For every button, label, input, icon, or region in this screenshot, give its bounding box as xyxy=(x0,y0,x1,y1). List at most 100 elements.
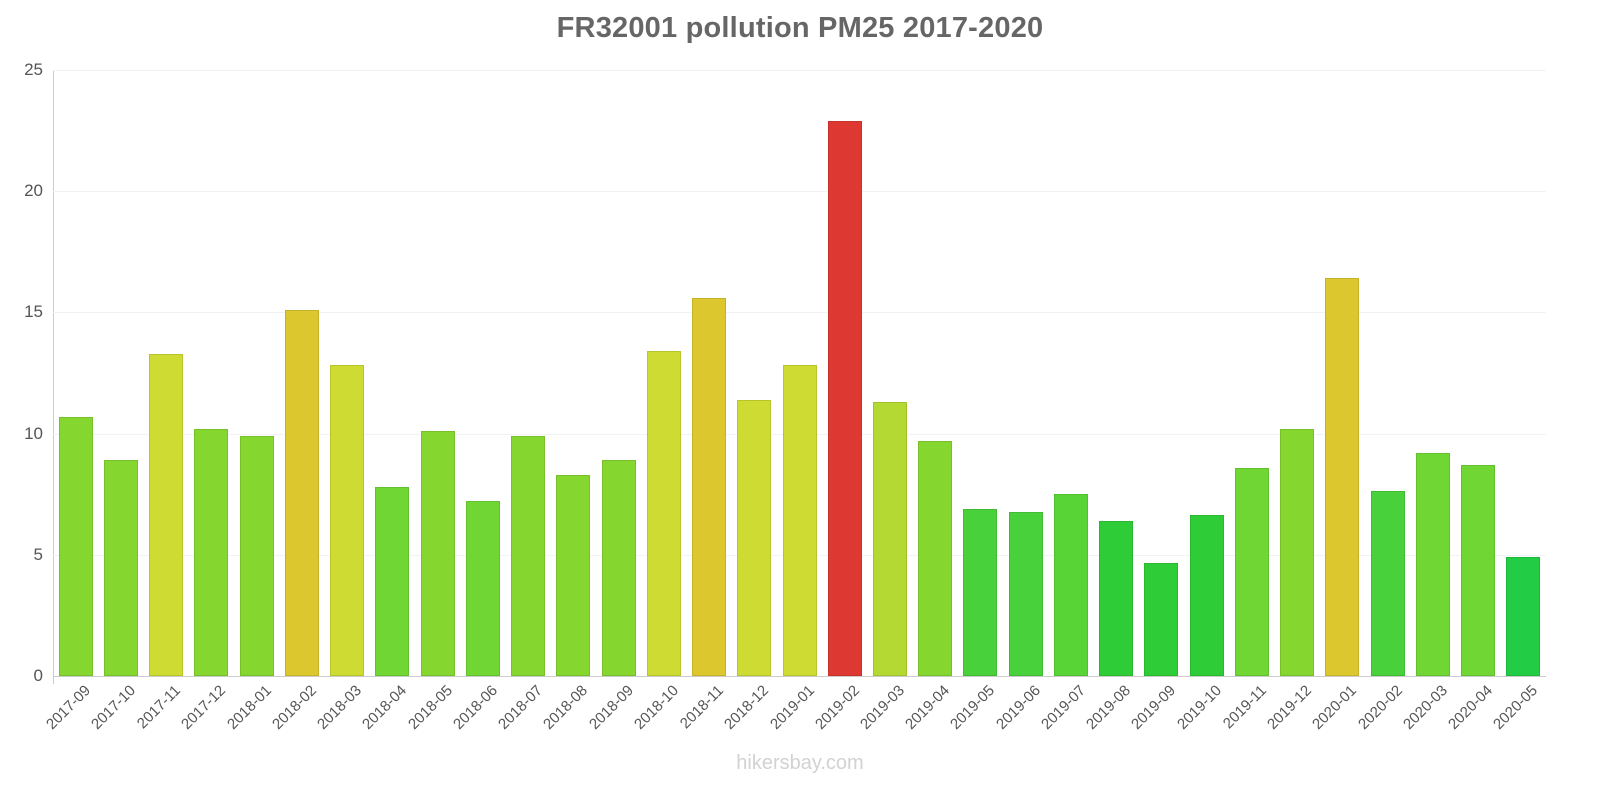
bar-fill xyxy=(465,501,500,676)
x-tick-label-text: 2020-03 xyxy=(1399,682,1451,733)
bar-fill xyxy=(737,399,772,676)
y-tick-label: 0 xyxy=(33,666,43,685)
bar-fill xyxy=(194,428,229,676)
bar[interactable] xyxy=(918,440,953,676)
x-tick-label-text: 2019-06 xyxy=(992,682,1044,733)
bar[interactable] xyxy=(284,309,319,676)
bar[interactable] xyxy=(1144,563,1179,676)
chart-title: FR32001 pollution PM25 2017-2020 xyxy=(556,12,1044,44)
bar-fill xyxy=(1008,512,1043,676)
bar[interactable] xyxy=(375,486,410,676)
bar[interactable] xyxy=(872,402,907,676)
x-tick-label-text: 2019-01 xyxy=(766,682,818,733)
y-tick-label: 20 xyxy=(24,181,43,201)
x-tick-label-text: 2019-03 xyxy=(857,682,909,733)
bar[interactable] xyxy=(103,460,138,676)
bar[interactable] xyxy=(827,120,862,676)
bar-fill xyxy=(511,436,546,676)
bar-fill xyxy=(1144,563,1179,676)
bar-fill xyxy=(1280,428,1315,676)
bar[interactable] xyxy=(1053,494,1088,676)
gridline-25 xyxy=(53,70,1546,71)
x-tick-label-text: 2019-11 xyxy=(1219,682,1270,733)
bar-fill xyxy=(149,353,184,676)
bar[interactable] xyxy=(782,364,817,676)
bar[interactable] xyxy=(601,460,636,676)
y-tick-label: 10 xyxy=(24,423,43,443)
bar[interactable] xyxy=(1099,520,1134,676)
x-tick-label-text: 2020-01 xyxy=(1309,682,1361,733)
bar[interactable] xyxy=(465,501,500,676)
bar[interactable] xyxy=(420,431,455,676)
x-tick-label-text: 2020-05 xyxy=(1490,682,1542,733)
bar-fill xyxy=(646,351,681,676)
bar[interactable] xyxy=(1370,490,1405,676)
x-tick-label-text: 2017-09 xyxy=(42,682,94,733)
x-tick-label-text: 2019-09 xyxy=(1128,682,1180,733)
x-tick-label-text: 2019-12 xyxy=(1264,682,1316,733)
bar[interactable] xyxy=(646,351,681,676)
bar[interactable] xyxy=(511,436,546,676)
x-tick-label-text: 2018-10 xyxy=(630,682,682,733)
bar-fill xyxy=(556,474,591,676)
bar-fill xyxy=(601,460,636,676)
bar-fill xyxy=(1370,490,1405,676)
bar[interactable] xyxy=(1506,557,1541,676)
x-tick-label-text: 2018-05 xyxy=(404,682,456,733)
bar-fill xyxy=(692,297,726,676)
bar-fill xyxy=(103,460,138,676)
bar-fill xyxy=(420,431,455,676)
bar[interactable] xyxy=(1189,514,1224,676)
x-tick-label-text: 2019-04 xyxy=(902,682,954,733)
bar-fill xyxy=(1506,557,1541,676)
bar-fill xyxy=(782,364,817,676)
x-tick-label-text: 2019-07 xyxy=(1038,682,1089,733)
bar-fill xyxy=(1053,494,1088,676)
bar-fill xyxy=(963,508,998,676)
gridline-0 xyxy=(53,676,1546,677)
plot-area xyxy=(53,70,1546,677)
x-tick-label-text: 2019-10 xyxy=(1173,682,1225,733)
bar-fill xyxy=(375,486,410,676)
bar-fill xyxy=(239,436,274,676)
y-tick-label: 5 xyxy=(33,544,43,564)
x-tick-label-text: 2018-12 xyxy=(721,682,773,733)
bar[interactable] xyxy=(737,399,772,676)
bar-fill xyxy=(58,416,93,676)
bar-fill xyxy=(918,440,953,676)
x-tick-label-text: 2018-04 xyxy=(359,682,411,733)
y-tick-label: 15 xyxy=(24,302,43,322)
footer-watermark: hikersbay.com xyxy=(736,752,864,774)
bar[interactable] xyxy=(149,353,184,676)
bar[interactable] xyxy=(239,436,274,676)
x-tick-label-text: 2018-01 xyxy=(223,682,275,733)
bar-fill xyxy=(330,364,365,676)
bar[interactable] xyxy=(1415,453,1450,676)
bar[interactable] xyxy=(963,508,998,676)
x-tick-label-text: 2019-02 xyxy=(811,682,863,733)
bar-fill xyxy=(872,402,907,676)
bar[interactable] xyxy=(58,416,93,676)
bar[interactable] xyxy=(1461,465,1496,676)
bar[interactable] xyxy=(556,474,591,676)
bar-fill xyxy=(284,309,319,676)
x-tick-label-text: 2019-05 xyxy=(947,682,999,733)
bar-fill xyxy=(1189,514,1224,676)
x-tick-label-text: 2018-07 xyxy=(495,682,547,733)
bar[interactable] xyxy=(1234,467,1269,676)
gridline-20 xyxy=(53,191,1546,193)
bar[interactable] xyxy=(1325,278,1360,676)
x-tick-label-text: 2018-03 xyxy=(314,682,366,733)
x-tick-label-text: 2017-11 xyxy=(133,682,185,733)
x-tick-label-text: 2018-06 xyxy=(449,682,501,733)
x-tick-label-text: 2018-11 xyxy=(676,682,728,733)
x-tick-label-text: 2020-04 xyxy=(1445,682,1497,733)
bar[interactable] xyxy=(330,364,365,676)
bar[interactable] xyxy=(194,428,229,676)
bar[interactable] xyxy=(1280,428,1315,676)
x-tick-label-text: 2019-08 xyxy=(1083,682,1135,733)
bar[interactable] xyxy=(692,297,726,676)
y-axis-line xyxy=(53,70,54,684)
bar[interactable] xyxy=(1008,512,1043,676)
